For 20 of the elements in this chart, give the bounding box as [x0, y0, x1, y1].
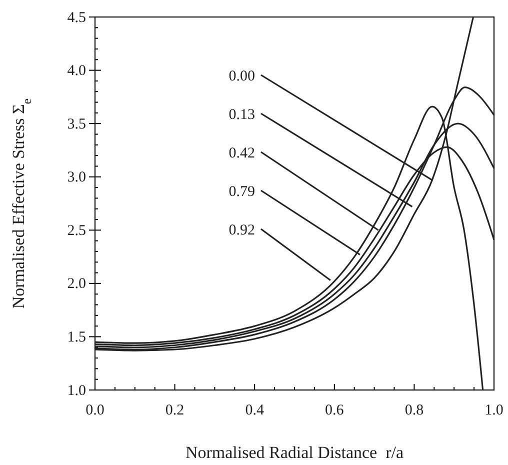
annotation: 0.92 — [228, 222, 255, 238]
annotation: 0.42 — [228, 145, 255, 162]
y-tick-label: 4.5 — [67, 10, 86, 26]
x-tick-label: 0.4 — [245, 402, 264, 418]
y-tick-label: 3.5 — [67, 116, 86, 132]
y-tick-label: 2.0 — [67, 276, 86, 292]
x-tick-label: 1.0 — [484, 402, 504, 418]
annotation: 0.79 — [228, 184, 255, 200]
annotation: 0.00 — [228, 68, 255, 84]
y-tick-label: 3.0 — [67, 170, 86, 186]
y-tick-label: 1.0 — [67, 382, 86, 399]
y-tick-label: 1.5 — [67, 330, 86, 346]
annotation: 0.13 — [228, 106, 255, 123]
x-tick-label: 0.8 — [404, 402, 424, 418]
y-tick-label: 2.5 — [67, 222, 86, 239]
y-tick-label: 4.0 — [67, 63, 86, 80]
text: 0.2 — [165, 402, 184, 418]
x-tick-label: 0.6 — [325, 402, 344, 418]
x-axis-title: Normalised Radial Distance r/a — [185, 443, 404, 462]
x-tick-label: 0.0 — [86, 402, 104, 418]
